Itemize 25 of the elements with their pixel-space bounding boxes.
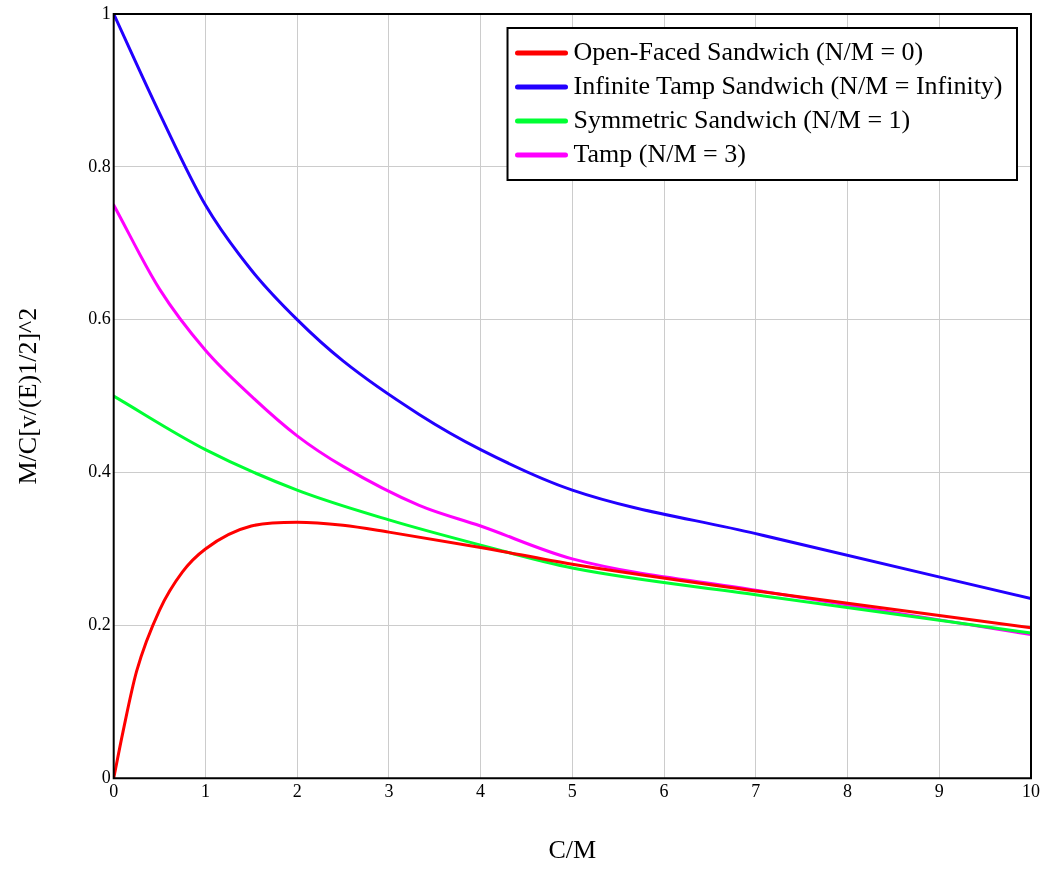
line-series (113, 394, 1031, 635)
x-tick-label: 4 (476, 780, 486, 801)
x-tick-label: 8 (843, 780, 853, 801)
x-tick-label: 7 (751, 780, 761, 801)
legend-label: Infinite Tamp Sandwich (N/M = Infinity) (573, 70, 1003, 100)
line-series (113, 520, 1031, 779)
legend-label: Symmetric Sandwich (N/M = 1) (573, 104, 911, 134)
legend-label: Open-Faced Sandwich (N/M = 0) (573, 36, 924, 66)
x-axis-title: C/M (548, 835, 597, 865)
legend-label: Tamp (N/M = 3) (573, 138, 746, 168)
y-tick-label: 0 (101, 766, 111, 787)
x-tick-label: 2 (292, 780, 302, 801)
x-tick-label: 5 (567, 780, 577, 801)
line-series (113, 14, 1031, 601)
y-tick-label: 0.8 (88, 155, 111, 176)
x-tick-label: 3 (384, 780, 394, 801)
x-tick-label: 10 (1022, 780, 1040, 801)
y-axis-title: M/C[v/(E)1/2]^2 (13, 307, 43, 485)
y-tick-label: 1 (101, 2, 111, 23)
x-tick-label: 1 (200, 780, 210, 801)
y-tick-label: 0.2 (88, 614, 111, 635)
x-tick-label: 9 (934, 780, 944, 801)
x-tick-label: 6 (659, 780, 669, 801)
y-tick-label: 0.6 (88, 308, 111, 329)
y-tick-label: 0.4 (88, 461, 111, 482)
